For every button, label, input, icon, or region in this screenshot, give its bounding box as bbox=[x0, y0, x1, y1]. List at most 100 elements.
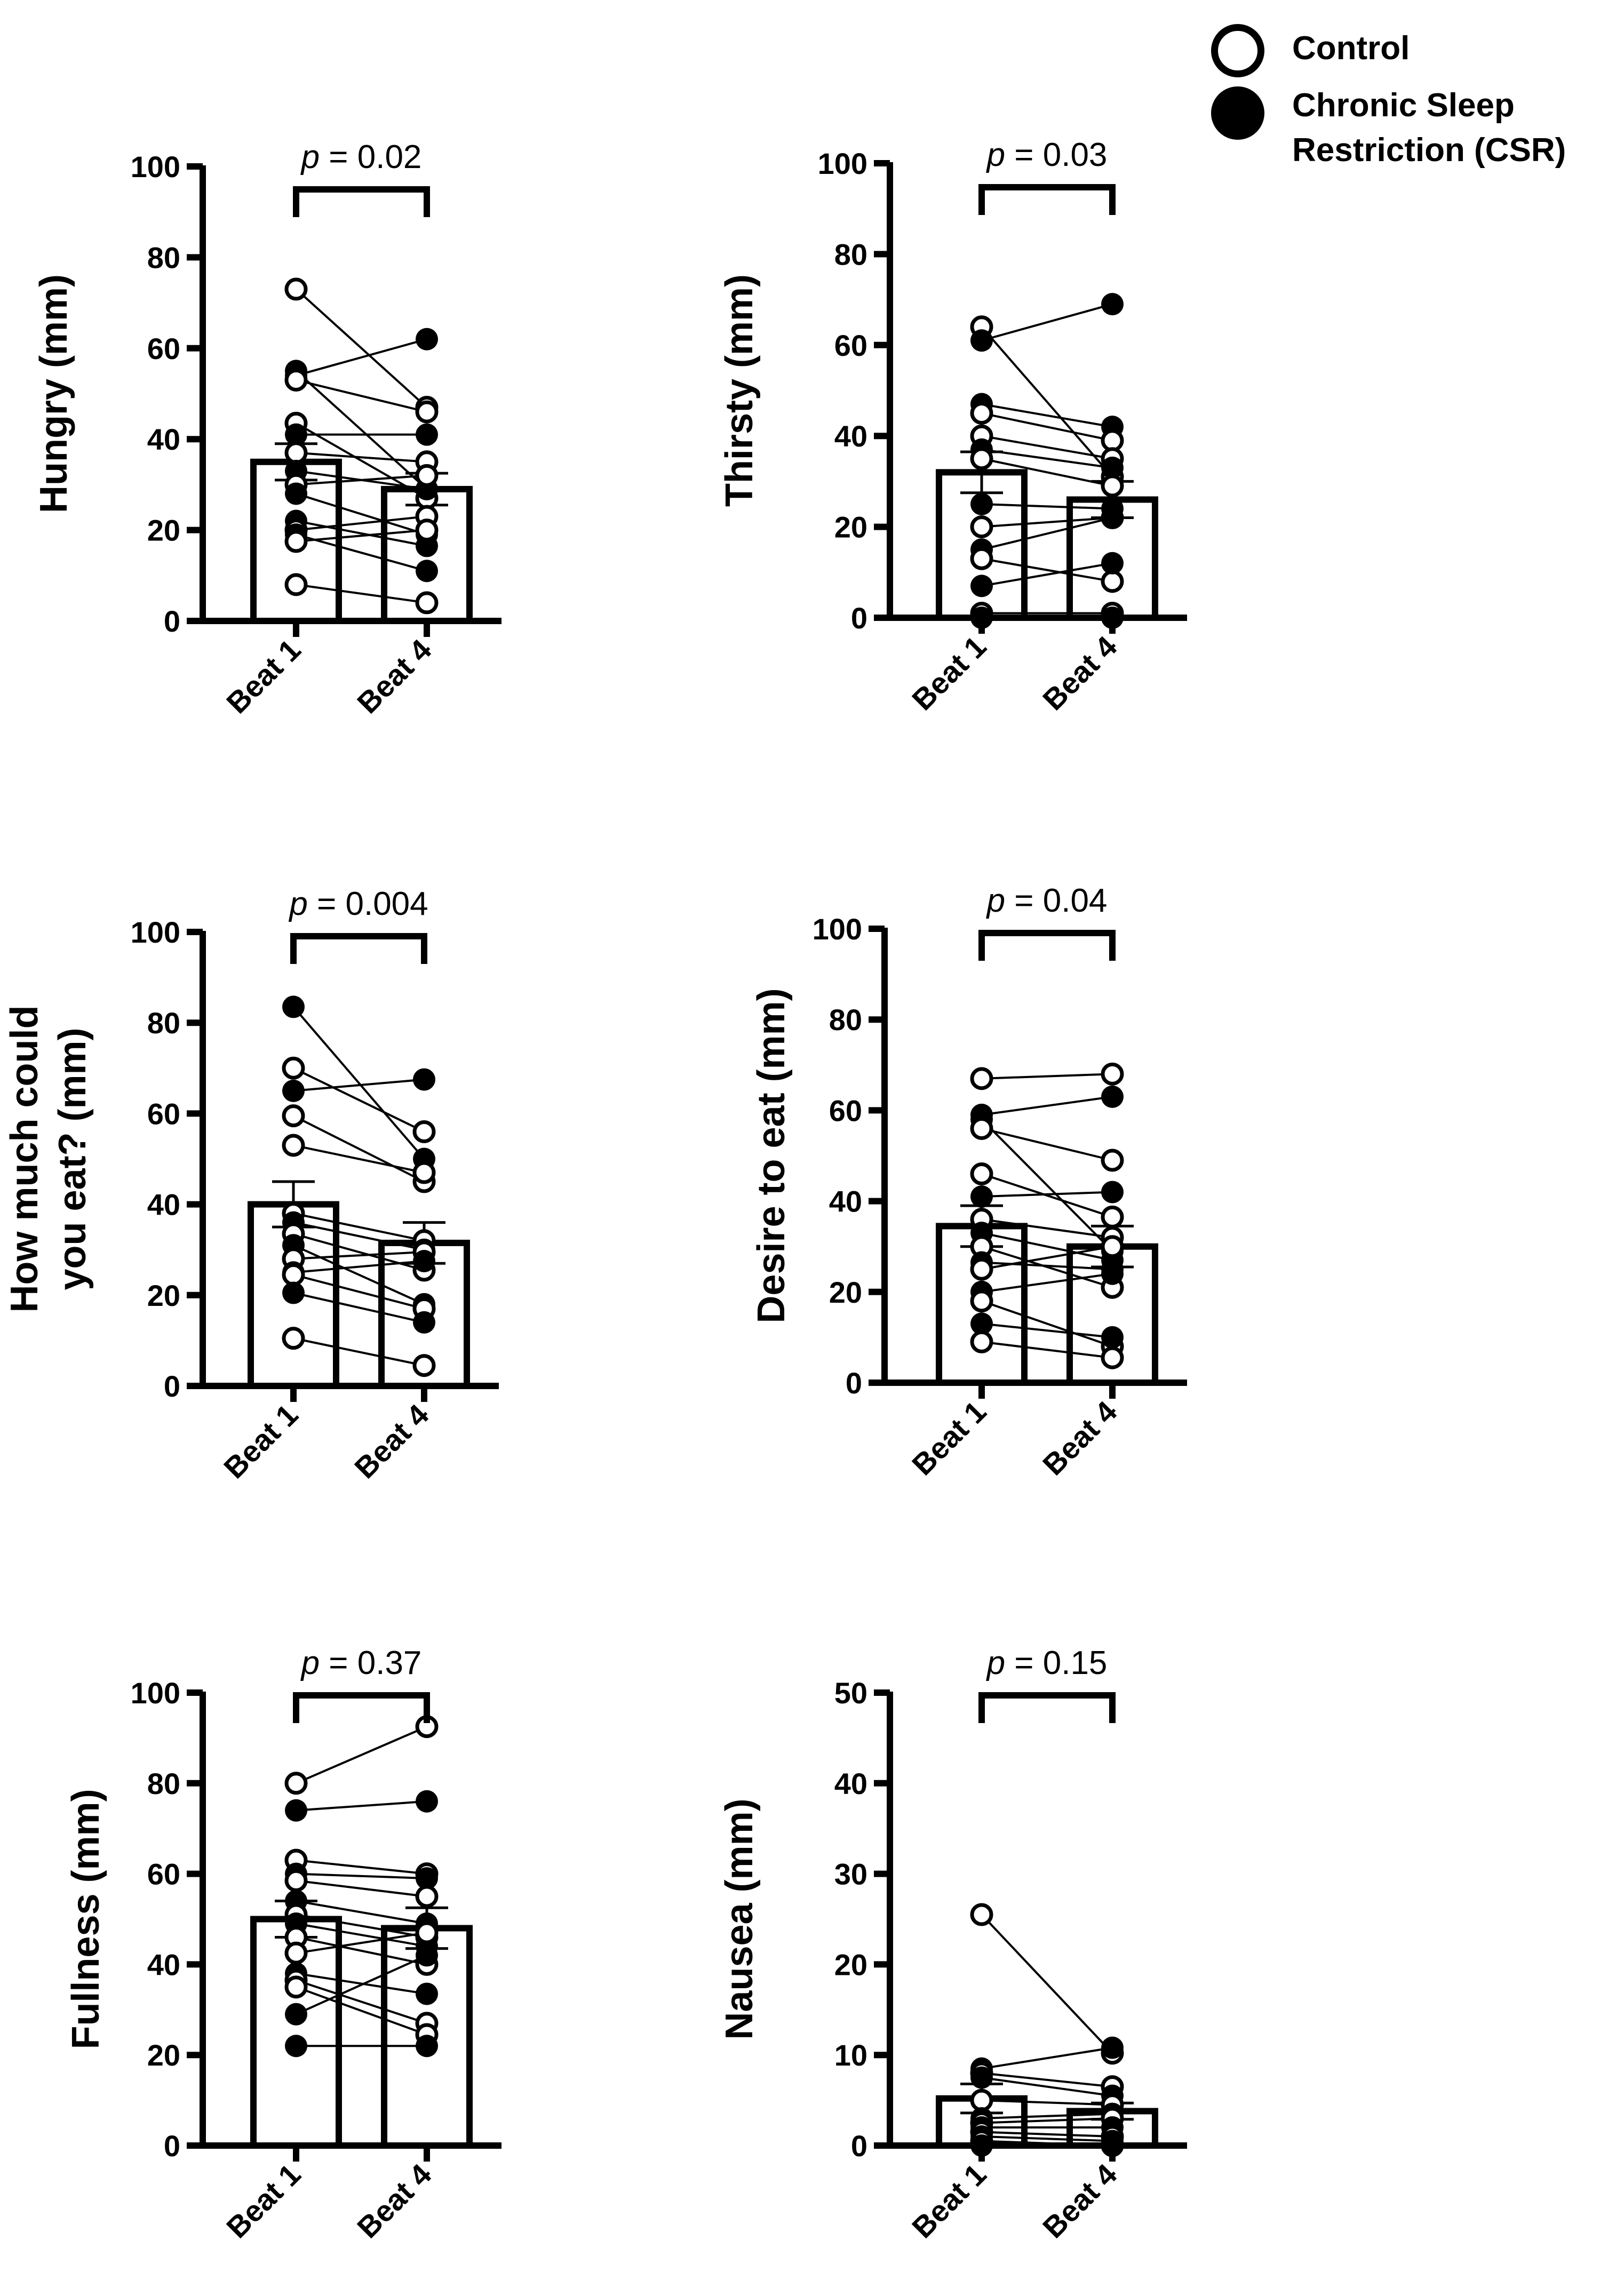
y-axis-label: Nausea (mm) bbox=[718, 1798, 761, 2039]
subject-line bbox=[296, 1914, 427, 1939]
y-tick-label: 0 bbox=[851, 2129, 867, 2163]
point-csr bbox=[285, 482, 307, 505]
y-axis-label: Thirsty (mm) bbox=[718, 274, 761, 507]
point-csr bbox=[416, 328, 438, 350]
significance-bracket bbox=[978, 930, 1116, 961]
subject-line bbox=[981, 1232, 1113, 1262]
p-value-symbol: p bbox=[300, 1645, 320, 1681]
point-control bbox=[282, 1104, 305, 1128]
subject-line bbox=[296, 451, 427, 463]
point-control bbox=[970, 1257, 993, 1281]
subject-line bbox=[293, 1114, 425, 1183]
subject-line bbox=[296, 338, 427, 377]
p-value: p = 0.37 bbox=[300, 1645, 422, 1681]
point-control bbox=[284, 368, 308, 392]
point-control bbox=[1101, 1062, 1124, 1086]
subject-line bbox=[293, 1078, 425, 1092]
x-tick-label: Beat 4 bbox=[1036, 2157, 1123, 2244]
subject-line bbox=[293, 1067, 425, 1133]
significance-bracket bbox=[290, 933, 427, 964]
subject-line bbox=[981, 1272, 1113, 1293]
subject-line bbox=[296, 1879, 427, 1898]
subject-line bbox=[296, 1900, 427, 1925]
y-tick-label: 40 bbox=[834, 1767, 867, 1800]
subject-line bbox=[981, 457, 1113, 487]
point-control bbox=[970, 1330, 993, 1353]
subject-line bbox=[981, 557, 1113, 583]
y-axis-label: How much could bbox=[3, 1006, 46, 1313]
y-tick-label: 30 bbox=[834, 1857, 867, 1891]
subject-line bbox=[293, 1250, 425, 1260]
y-tick-label: 20 bbox=[834, 511, 867, 544]
legend-item-control: Control bbox=[1211, 24, 1410, 77]
chart-desire: 0 20 40 60 80 100 Beat 1 Beat 4 Desire to eat (m… bbox=[750, 882, 1187, 1481]
chart-hungry: 0 20 40 60 80 100 Beat 1 Beat 4 Hungry (mm) p = 0… bbox=[33, 139, 501, 720]
y-tick-label: 40 bbox=[834, 419, 867, 453]
legend-label-control: Control bbox=[1292, 30, 1410, 67]
point-control bbox=[415, 1885, 439, 1908]
subject-line bbox=[296, 379, 427, 413]
point-csr bbox=[285, 2035, 307, 2058]
significance-bracket bbox=[978, 184, 1116, 215]
subject-line bbox=[296, 1800, 427, 1812]
subject-line bbox=[293, 1232, 425, 1271]
point-csr bbox=[416, 535, 438, 557]
p-value: p = 0.15 bbox=[986, 1645, 1108, 1681]
x-tick-label: Beat 4 bbox=[1036, 629, 1123, 716]
point-control bbox=[284, 573, 308, 596]
x-tick-label: Beat 1 bbox=[905, 629, 992, 716]
y-tick-label: 20 bbox=[147, 514, 180, 547]
point-control bbox=[284, 441, 308, 465]
point-csr bbox=[1101, 506, 1124, 529]
point-control bbox=[284, 1869, 308, 1892]
point-control bbox=[412, 1120, 436, 1143]
subject-line bbox=[296, 474, 427, 486]
p-value: p = 0.02 bbox=[300, 139, 422, 176]
x-tick-label: Beat 1 bbox=[220, 2157, 307, 2244]
point-control bbox=[970, 1903, 993, 1926]
y-tick-label: 60 bbox=[829, 1094, 862, 1127]
subject-line bbox=[981, 448, 1113, 469]
point-csr bbox=[1101, 552, 1124, 575]
subject-line bbox=[296, 529, 427, 543]
subject-line bbox=[296, 1979, 427, 2024]
subject-line bbox=[293, 1273, 425, 1310]
point-control bbox=[1101, 1346, 1124, 1369]
point-control bbox=[1101, 1205, 1124, 1229]
subject-line bbox=[293, 1337, 425, 1367]
p-value-number: = 0.004 bbox=[308, 886, 428, 922]
chart-thirsty: 0 20 40 60 80 100 Beat 1 Beat 4 Thirsty (mm) p = … bbox=[718, 137, 1187, 716]
y-tick-label: 50 bbox=[834, 1676, 867, 1710]
point-control bbox=[970, 447, 993, 471]
point-control bbox=[1101, 570, 1124, 593]
y-tick-label: 60 bbox=[147, 1097, 180, 1130]
x-tick-label: Beat 1 bbox=[220, 633, 307, 720]
point-csr bbox=[285, 2003, 307, 2026]
y-tick-label: 100 bbox=[131, 1676, 180, 1710]
subject-line bbox=[296, 520, 427, 547]
point-control bbox=[284, 530, 308, 553]
p-value-number: = 0.02 bbox=[320, 139, 421, 176]
y-tick-label: 60 bbox=[147, 1857, 180, 1891]
y-tick-label: 80 bbox=[147, 241, 180, 274]
point-csr bbox=[282, 1079, 305, 1102]
legend-label-csr: Chronic Sleep Restriction (CSR) bbox=[1292, 83, 1566, 173]
subject-line bbox=[296, 1872, 427, 1880]
point-csr bbox=[416, 423, 438, 446]
subject-line bbox=[296, 1725, 427, 1784]
legend: Control Chronic Sleep Restriction (CSR) bbox=[1211, 21, 1617, 169]
y-tick-label: 40 bbox=[829, 1185, 862, 1218]
subject-line bbox=[296, 533, 427, 572]
y-tick-label: 20 bbox=[834, 1948, 867, 1981]
y-tick-label: 100 bbox=[131, 150, 180, 184]
point-control bbox=[970, 1289, 993, 1313]
x-tick-label: Beat 4 bbox=[351, 2157, 437, 2244]
subject-line bbox=[981, 2131, 1113, 2138]
legend-item-csr: Chronic Sleep Restriction (CSR) bbox=[1211, 86, 1566, 173]
point-csr bbox=[413, 1249, 435, 1272]
subject-line bbox=[296, 515, 427, 531]
y-tick-label: 60 bbox=[834, 329, 867, 362]
point-control bbox=[282, 1327, 305, 1350]
p-value-symbol: p bbox=[986, 1645, 1005, 1681]
